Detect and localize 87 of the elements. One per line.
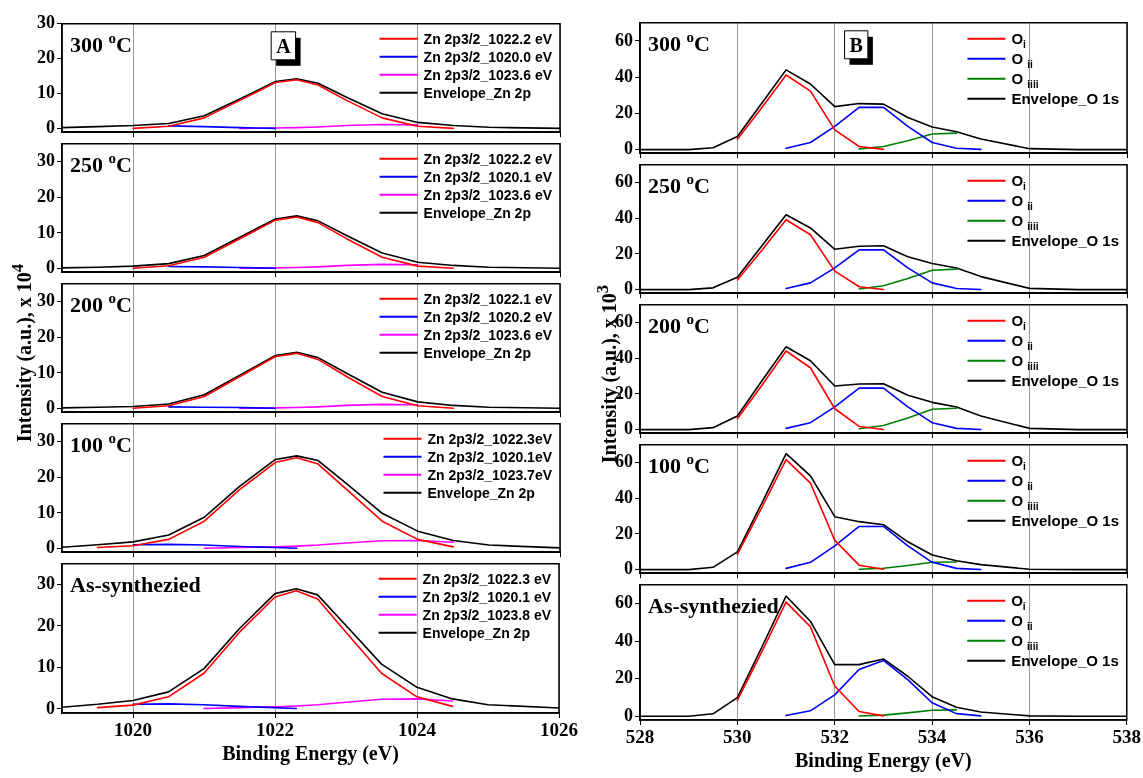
y-tick-label: 30: [37, 430, 55, 451]
y-tick-label: 0: [624, 704, 633, 725]
legend-label: Envelope_Zn 2p: [423, 344, 531, 361]
y-tick-label: 40: [615, 206, 633, 227]
y-tick-label: 60: [615, 592, 633, 613]
x-tick-label: 1026: [540, 719, 578, 741]
chart-title: As-synthezied: [70, 571, 201, 597]
y-tick-label: 10: [37, 82, 55, 103]
x-tick-label: 528: [625, 726, 655, 748]
y-tick-label: 20: [615, 242, 633, 263]
x-tick-label: 1022: [256, 719, 294, 741]
x-axis-title: Binding Energy (eV): [795, 749, 972, 773]
legend-label: Envelope_Zn 2p: [422, 624, 530, 641]
legend-label: O iiii: [1011, 632, 1039, 653]
legend-label: O ii: [1011, 332, 1034, 353]
y-tick-label: 30: [37, 12, 55, 33]
y-tick-label: 0: [624, 558, 633, 579]
x-tick-label: 536: [1015, 726, 1044, 748]
legend-label: Zn 2p3/2_1020.1 eV: [423, 168, 553, 185]
legend-label: Envelope_O 1s: [1011, 372, 1120, 390]
legend-label: Envelope_O 1s: [1011, 90, 1120, 108]
legend-label: Zn 2p3/2_1022.2 eV: [423, 30, 553, 47]
legend-label: Envelope_Zn 2p: [423, 84, 531, 101]
legend-label: Zn 2p3/2_1023.6 eV: [423, 66, 553, 83]
y-tick-label: 20: [37, 185, 55, 206]
y-tick-label: 20: [615, 522, 633, 543]
y-tick-label: 0: [624, 138, 633, 159]
legend-label: Zn 2p3/2_1022.2 eV: [423, 150, 553, 167]
y-tick-label: 0: [46, 537, 55, 558]
y-tick-label: 20: [37, 325, 55, 346]
y-tick-label: 10: [37, 221, 55, 242]
legend-label: Zn 2p3/2_1023.7eV: [427, 466, 553, 483]
y-tick-label: 40: [615, 486, 633, 507]
y-tick-label: 10: [37, 361, 55, 382]
legend-label: O ii: [1011, 50, 1034, 71]
y-tick-label: 20: [615, 102, 633, 123]
y-tick-label: 30: [37, 290, 55, 311]
legend-label: O iiii: [1011, 492, 1039, 513]
y-tick-label: 0: [46, 117, 55, 138]
legend-label: O iiii: [1011, 212, 1039, 233]
y-tick-label: 30: [37, 573, 55, 594]
legend-label: Zn 2p3/2_1020.2 eV: [423, 308, 553, 325]
y-tick-label: 40: [615, 629, 633, 650]
y-tick-label: 60: [615, 29, 633, 50]
x-axis-title: Binding Energy (eV): [222, 742, 399, 766]
legend-label: Envelope_O 1s: [1011, 652, 1119, 670]
x-tick-label: 532: [820, 726, 849, 748]
x-tick-label: 1024: [398, 719, 437, 741]
legend-label: O ii: [1011, 192, 1034, 213]
y-tick-label: 0: [624, 278, 633, 299]
y-tick-label: 20: [37, 47, 55, 68]
y-tick-label: 20: [37, 465, 55, 486]
legend-label: O iiii: [1011, 352, 1039, 373]
legend-label: Zn 2p3/2_1023.8 eV: [422, 606, 552, 623]
legend-label: O ii: [1011, 612, 1033, 633]
x-tick-label: 534: [917, 726, 947, 748]
annotation: A: [276, 34, 292, 57]
legend-label: Zn 2p3/2_1022.3eV: [427, 430, 553, 447]
legend-label: Zn 2p3/2_1022.1 eV: [423, 290, 553, 307]
legend-label: Envelope_Zn 2p: [423, 204, 531, 221]
y-tick-label: 0: [46, 697, 55, 718]
legend-label: Envelope_Zn 2p: [427, 484, 535, 501]
legend-label: Zn 2p3/2_1022.3 eV: [422, 570, 552, 587]
y-tick-label: 60: [615, 171, 633, 192]
x-tick-label: 530: [723, 726, 752, 748]
y-tick-label: 30: [37, 150, 55, 171]
legend-label: Zn 2p3/2_1020.1 eV: [422, 588, 552, 605]
legend-label: Zn 2p3/2_1020.1eV: [427, 448, 553, 465]
legend-label: Envelope_O 1s: [1011, 512, 1120, 530]
chart-title: As-synthezied: [648, 592, 779, 618]
legend-label: Zn 2p3/2_1023.6 eV: [423, 186, 553, 203]
legend-label: Envelope_O 1s: [1011, 232, 1120, 250]
legend-label: O iiii: [1011, 70, 1039, 91]
y-tick-label: 0: [46, 257, 55, 278]
legend-label: Zn 2p3/2_1020.0 eV: [423, 48, 553, 65]
y-tick-label: 20: [37, 614, 55, 635]
legend-label: O ii: [1011, 472, 1034, 493]
y-tick-label: 10: [37, 656, 55, 677]
x-tick-label: 538: [1112, 726, 1141, 748]
x-tick-label: 1020: [114, 719, 152, 741]
y-tick-label: 40: [615, 65, 633, 86]
annotation: B: [849, 33, 863, 56]
y-tick-label: 20: [615, 667, 633, 688]
y-tick-label: 0: [46, 397, 55, 418]
y-tick-label: 0: [624, 418, 633, 439]
legend-label: Zn 2p3/2_1023.6 eV: [423, 326, 553, 343]
y-tick-label: 10: [37, 501, 55, 522]
